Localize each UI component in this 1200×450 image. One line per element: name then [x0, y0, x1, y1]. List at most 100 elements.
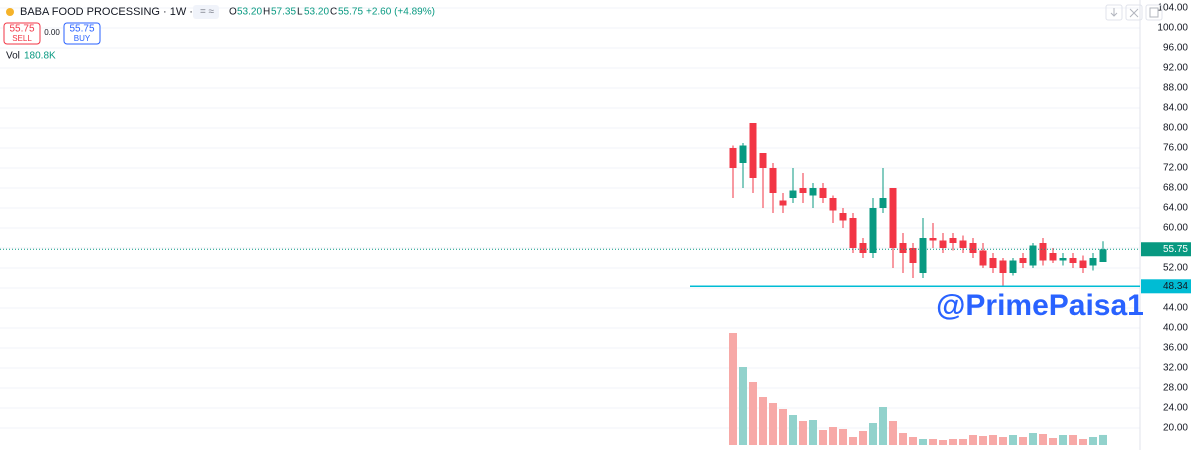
- y-tick-label: 100.00: [1157, 23, 1188, 34]
- c-value: 55.75: [338, 7, 363, 18]
- status-badge[interactable]: [193, 5, 219, 19]
- y-tick-label: 36.00: [1163, 343, 1188, 354]
- y-tick-label: 72.00: [1163, 163, 1188, 174]
- candle-body: [789, 190, 797, 198]
- last-price-tag: [1141, 242, 1191, 257]
- y-tick-label: 60.00: [1163, 223, 1188, 234]
- candle-body: [739, 145, 747, 163]
- volume-bar: [849, 437, 857, 445]
- candle-body: [869, 208, 877, 253]
- buy-label: BUY: [74, 34, 91, 43]
- volume-bar: [1099, 434, 1107, 445]
- candle-body: [939, 240, 947, 248]
- y-tick-label: 84.00: [1163, 103, 1188, 114]
- candle-body: [909, 248, 917, 263]
- volume-bar: [799, 421, 807, 445]
- y-tick-label: 88.00: [1163, 83, 1188, 94]
- buy-price: 55.75: [69, 24, 94, 35]
- o-value: 53.20: [237, 7, 262, 18]
- restore-button[interactable]: [1145, 4, 1163, 21]
- candle-body: [749, 123, 757, 178]
- candle-body: [899, 243, 907, 253]
- volume-name: Vol: [6, 51, 20, 62]
- volume-bar: [769, 403, 777, 445]
- sell-label: SELL: [12, 34, 32, 43]
- y-tick-label: 40.00: [1163, 323, 1188, 334]
- c-key: C: [330, 7, 337, 18]
- volume-bar: [919, 439, 927, 445]
- watermark: @PrimePaisa1: [936, 289, 1144, 322]
- candle-body: [1039, 243, 1047, 261]
- sell-button[interactable]: [3, 22, 41, 45]
- candle-body: [819, 188, 827, 198]
- volume-bar: [969, 435, 977, 445]
- y-tick-label: 96.00: [1163, 43, 1188, 54]
- candle-body: [729, 148, 737, 168]
- hline-tag: [1141, 279, 1191, 294]
- volume-bar: [989, 435, 997, 445]
- symbol: BABA FOOD PROCESSING · 1W · NSE: [20, 6, 219, 18]
- volume-bar: [1039, 434, 1047, 445]
- candle-body: [1009, 260, 1017, 273]
- candle-body: [1019, 258, 1027, 263]
- volume-bar: [889, 421, 897, 445]
- volume-last: 180.8K: [24, 51, 56, 62]
- volume-bar: [759, 397, 767, 445]
- volume-bar: [749, 382, 757, 445]
- candle-body: [879, 198, 887, 208]
- volume-bar: [859, 431, 867, 445]
- candle-body: [859, 243, 867, 253]
- buy-button[interactable]: [63, 22, 101, 45]
- volume-bar: [1029, 433, 1037, 445]
- arrow-icon: [1110, 8, 1118, 17]
- candle-body: [849, 218, 857, 248]
- h-key: H: [263, 7, 270, 18]
- volume-bar: [929, 439, 937, 445]
- y-tick-label: 28.00: [1163, 383, 1188, 394]
- volume-bar: [999, 437, 1007, 445]
- volume-bar: [839, 429, 847, 445]
- candle-body: [1089, 258, 1097, 266]
- h-value: 57.35: [271, 7, 296, 18]
- window-icon: [1149, 7, 1159, 18]
- volume-bar: [909, 437, 917, 445]
- volume-bar: [1049, 438, 1057, 445]
- sell-price: 55.75: [9, 24, 34, 35]
- volume-bar: [809, 420, 817, 445]
- candle-body: [1029, 245, 1037, 266]
- candle-body: [929, 238, 937, 241]
- y-tick-label: 20.00: [1163, 423, 1188, 434]
- volume-bar: [939, 440, 947, 445]
- volume-bar: [1009, 435, 1017, 445]
- candle-body: [1069, 258, 1077, 263]
- hline-label: 48.34: [1163, 281, 1188, 292]
- y-tick-label: 80.00: [1163, 123, 1188, 134]
- candle-body: [809, 188, 817, 196]
- y-tick-label: 92.00: [1163, 63, 1188, 74]
- change: +2.60 (+4.89%): [366, 7, 435, 18]
- y-tick-label: 52.00: [1163, 263, 1188, 274]
- toolbar-icons: [1105, 4, 1163, 21]
- candle-body: [799, 188, 807, 193]
- candle-body: [759, 153, 767, 168]
- volume-bar: [959, 439, 967, 445]
- y-tick-label: 76.00: [1163, 143, 1188, 154]
- candle-body: [919, 238, 927, 273]
- close-button[interactable]: [1125, 4, 1143, 21]
- candle-body: [839, 213, 847, 221]
- volume-bar: [1019, 437, 1027, 445]
- status-icon: = ≈: [200, 7, 215, 18]
- candle-body: [959, 240, 967, 248]
- spread: 0.00: [44, 28, 60, 37]
- y-tick-label: 44.00: [1163, 303, 1188, 314]
- volume-bar: [1089, 437, 1097, 445]
- volume-bar: [1069, 435, 1077, 445]
- last-price-label: 55.75: [1163, 244, 1188, 255]
- volume-bar: [899, 433, 907, 445]
- candle-body: [769, 168, 777, 193]
- candle-body: [989, 258, 997, 268]
- scroll-button[interactable]: [1105, 4, 1123, 21]
- candle-body: [1059, 258, 1067, 261]
